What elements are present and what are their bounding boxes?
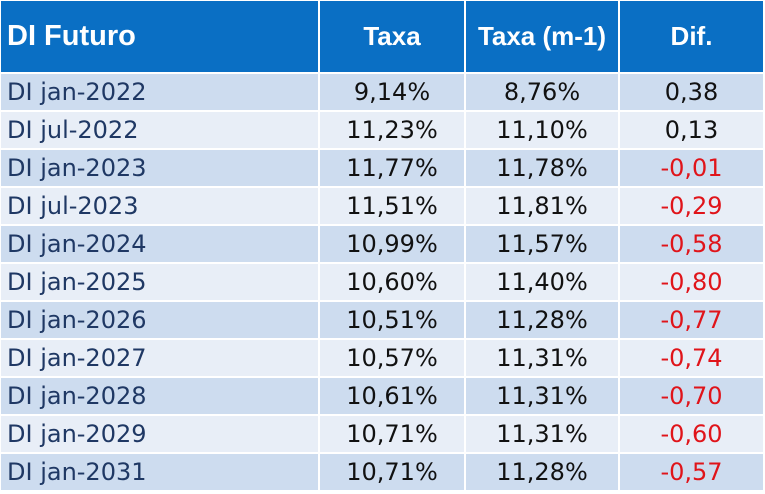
dif-cell: 0,38 — [619, 73, 765, 112]
taxa-m1-cell: 8,76% — [465, 73, 620, 112]
table-row: DI jan-2031 10,71% 11,28% -0,57 — [1, 453, 765, 492]
taxa-m1-cell: 11,31% — [465, 377, 620, 416]
contract-cell: DI jan-2031 — [1, 453, 320, 492]
dif-cell: -0,60 — [619, 415, 765, 454]
taxa-m1-cell: 11,31% — [465, 415, 620, 454]
taxa-cell: 10,99% — [319, 225, 466, 264]
taxa-m1-cell: 11,31% — [465, 339, 620, 378]
dif-cell: -0,74 — [619, 339, 765, 378]
taxa-m1-cell: 11,28% — [465, 453, 620, 492]
dif-cell: -0,29 — [619, 187, 765, 226]
dif-cell: -0,01 — [619, 149, 765, 188]
contract-cell: DI jan-2025 — [1, 263, 320, 302]
taxa-cell: 10,71% — [319, 453, 466, 492]
taxa-cell: 10,60% — [319, 263, 466, 302]
dif-cell: -0,77 — [619, 301, 765, 340]
contract-cell: DI jul-2022 — [1, 111, 320, 150]
taxa-cell: 10,61% — [319, 377, 466, 416]
header-dif: Dif. — [619, 1, 765, 74]
table-row: DI jul-2023 11,51% 11,81% -0,29 — [1, 187, 765, 226]
taxa-cell: 10,51% — [319, 301, 466, 340]
dif-cell: -0,70 — [619, 377, 765, 416]
table-row: DI jan-2025 10,60% 11,40% -0,80 — [1, 263, 765, 302]
contract-cell: DI jan-2022 — [1, 73, 320, 112]
taxa-m1-cell: 11,28% — [465, 301, 620, 340]
contract-cell: DI jan-2028 — [1, 377, 320, 416]
table-row: DI jan-2023 11,77% 11,78% -0,01 — [1, 149, 765, 188]
table-row: DI jan-2028 10,61% 11,31% -0,70 — [1, 377, 765, 416]
contract-cell: DI jan-2029 — [1, 415, 320, 454]
dif-cell: -0,80 — [619, 263, 765, 302]
taxa-cell: 10,71% — [319, 415, 466, 454]
contract-cell: DI jan-2024 — [1, 225, 320, 264]
taxa-cell: 11,23% — [319, 111, 466, 150]
header-taxa-m1: Taxa (m-1) — [465, 1, 620, 74]
taxa-cell: 11,51% — [319, 187, 466, 226]
table-row: DI jan-2029 10,71% 11,31% -0,60 — [1, 415, 765, 454]
table-row: DI jan-2027 10,57% 11,31% -0,74 — [1, 339, 765, 378]
table-row: DI jan-2024 10,99% 11,57% -0,58 — [1, 225, 765, 264]
header-taxa: Taxa — [319, 1, 466, 74]
table-row: DI jan-2026 10,51% 11,28% -0,77 — [1, 301, 765, 340]
header-contract: DI Futuro — [1, 1, 320, 74]
taxa-m1-cell: 11,78% — [465, 149, 620, 188]
taxa-cell: 11,77% — [319, 149, 466, 188]
contract-cell: DI jan-2027 — [1, 339, 320, 378]
header-row: DI Futuro Taxa Taxa (m-1) Dif. — [1, 1, 765, 74]
taxa-m1-cell: 11,40% — [465, 263, 620, 302]
taxa-m1-cell: 11,10% — [465, 111, 620, 150]
dif-cell: 0,13 — [619, 111, 765, 150]
table-row: DI jul-2022 11,23% 11,10% 0,13 — [1, 111, 765, 150]
taxa-m1-cell: 11,57% — [465, 225, 620, 264]
table-body: DI jan-2022 9,14% 8,76% 0,38 DI jul-2022 11,2… — [1, 73, 765, 492]
dif-cell: -0,58 — [619, 225, 765, 264]
contract-cell: DI jul-2023 — [1, 187, 320, 226]
contract-cell: DI jan-2023 — [1, 149, 320, 188]
taxa-cell: 9,14% — [319, 73, 466, 112]
taxa-m1-cell: 11,81% — [465, 187, 620, 226]
table-row: DI jan-2022 9,14% 8,76% 0,38 — [1, 73, 765, 112]
taxa-cell: 10,57% — [319, 339, 466, 378]
dif-cell: -0,57 — [619, 453, 765, 492]
contract-cell: DI jan-2026 — [1, 301, 320, 340]
